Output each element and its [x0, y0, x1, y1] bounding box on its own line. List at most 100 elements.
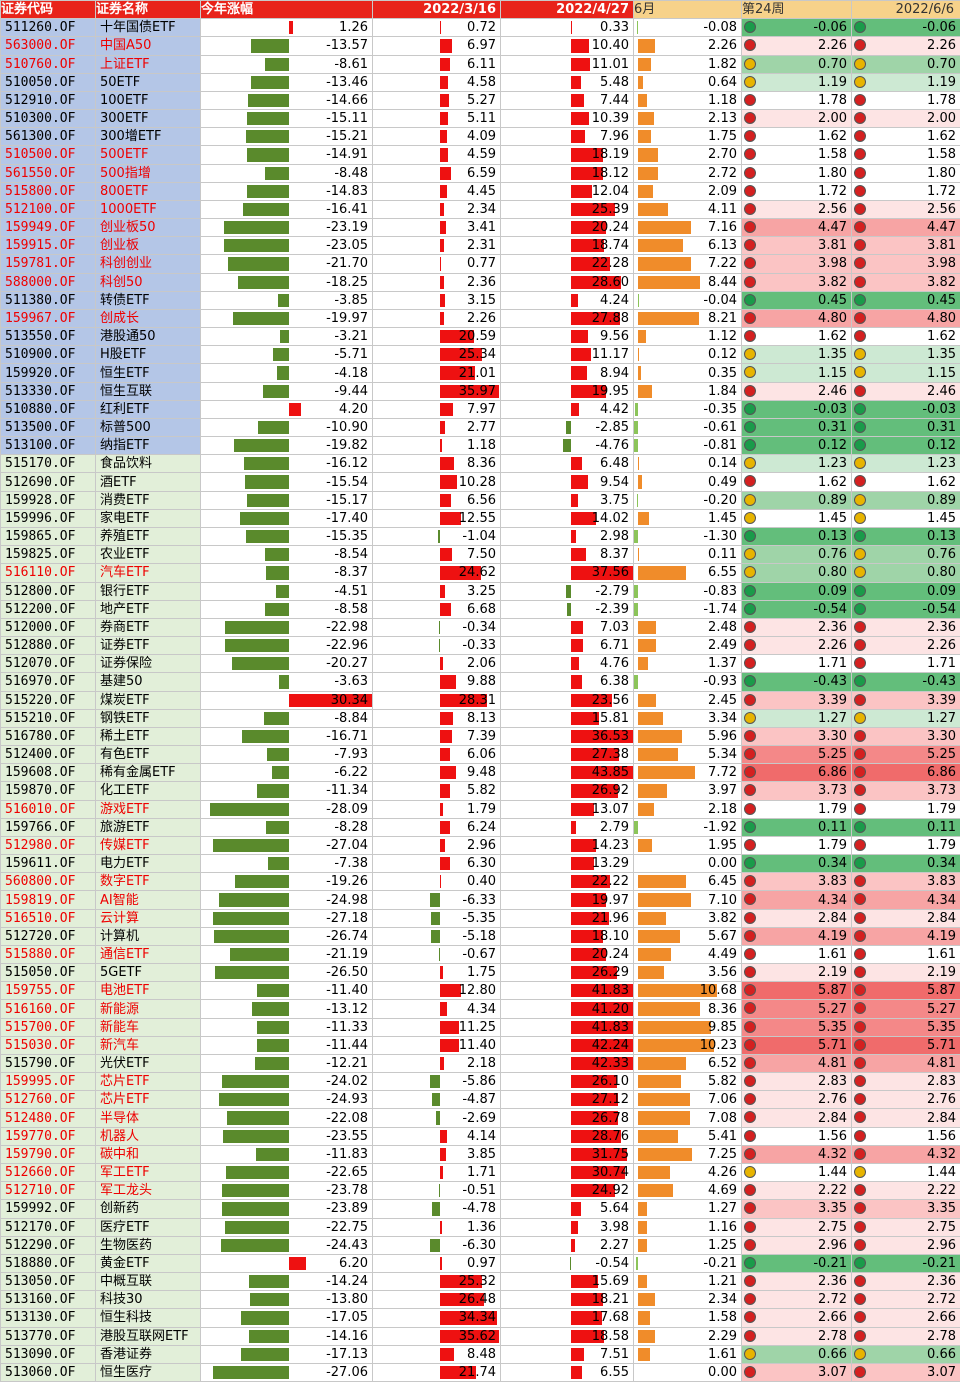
change-0606-cell[interactable]: 1.79 — [851, 835, 960, 856]
change-june-cell[interactable]: 2.13 — [633, 109, 742, 129]
change-0427-cell[interactable]: 3.98 — [500, 1217, 634, 1237]
change-0427-cell[interactable]: 8.94 — [500, 363, 634, 383]
change-0606-cell[interactable]: 2.19 — [851, 963, 960, 983]
change-0606-cell[interactable]: -0.43 — [851, 672, 960, 692]
ytd-change-cell[interactable]: -19.97 — [200, 308, 373, 329]
ytd-change-cell[interactable]: -9.44 — [200, 381, 373, 401]
security-code-cell[interactable]: 159608.OF — [0, 763, 96, 783]
change-0606-cell[interactable]: 3.98 — [851, 254, 960, 274]
security-code-cell[interactable]: 159865.OF — [0, 526, 96, 547]
ytd-change-cell[interactable]: -22.96 — [200, 636, 373, 656]
change-0427-cell[interactable]: 25.39 — [500, 199, 634, 220]
table-row[interactable]: 159781.OF 科创创业 -21.70 0.77 22.28 7.22 3.98 3.98 — [0, 254, 960, 274]
ytd-change-cell[interactable]: -8.61 — [200, 54, 373, 74]
security-code-cell[interactable]: 512880.OF — [0, 636, 96, 656]
week24-cell[interactable]: 5.27 — [741, 999, 852, 1019]
change-june-cell[interactable]: 2.26 — [633, 36, 742, 56]
security-code-cell[interactable]: 512910.OF — [0, 90, 96, 111]
security-name-cell[interactable]: 50ETF — [95, 72, 201, 92]
change-june-cell[interactable]: -0.61 — [633, 417, 742, 438]
table-row[interactable]: 512800.OF 银行ETF -4.51 3.25 -2.79 -0.83 0.09 0.0… — [0, 581, 960, 601]
change-june-cell[interactable]: -0.93 — [633, 672, 742, 692]
security-name-cell[interactable]: 创新药 — [95, 1199, 201, 1219]
change-0316-cell[interactable]: 6.56 — [372, 490, 501, 510]
change-0316-cell[interactable]: 4.34 — [372, 999, 501, 1019]
change-0427-cell[interactable]: 7.03 — [500, 617, 634, 638]
change-0606-cell[interactable]: 1.44 — [851, 1162, 960, 1183]
change-0606-cell[interactable]: 1.15 — [851, 363, 960, 383]
security-name-cell[interactable]: 科技30 — [95, 1290, 201, 1310]
ytd-change-cell[interactable]: -22.75 — [200, 1217, 373, 1237]
security-code-cell[interactable]: 513550.OF — [0, 327, 96, 347]
security-code-cell[interactable]: 512400.OF — [0, 745, 96, 765]
ytd-change-cell[interactable]: -8.48 — [200, 163, 373, 183]
change-0427-cell[interactable]: 4.76 — [500, 654, 634, 674]
header-date2[interactable]: 2022/4/27 — [500, 0, 634, 20]
change-0427-cell[interactable]: 12.04 — [500, 181, 634, 201]
change-june-cell[interactable]: 0.11 — [633, 545, 742, 565]
ytd-change-cell[interactable]: -14.24 — [200, 1272, 373, 1292]
change-0606-cell[interactable]: 2.72 — [851, 1290, 960, 1310]
ytd-change-cell[interactable]: -16.71 — [200, 726, 373, 747]
security-code-cell[interactable]: 516510.OF — [0, 908, 96, 928]
change-0316-cell[interactable]: 2.06 — [372, 654, 501, 674]
table-row[interactable]: 513060.OF 恒生医疗 -27.06 21.74 6.55 0.00 3.07 3.07 — [0, 1362, 960, 1383]
week24-cell[interactable]: 1.80 — [741, 163, 852, 183]
change-0316-cell[interactable]: 12.80 — [372, 981, 501, 1001]
change-june-cell[interactable]: 2.45 — [633, 690, 742, 710]
change-0427-cell[interactable]: 37.56 — [500, 563, 634, 583]
ytd-change-cell[interactable]: 30.34 — [200, 690, 373, 710]
table-row[interactable]: 512400.OF 有色ETF -7.93 6.06 27.38 5.34 5.25 5.25 — [0, 745, 960, 765]
table-row[interactable]: 159995.OF 芯片ETF -24.02 -5.86 26.10 5.82 2.83 2.… — [0, 1072, 960, 1092]
change-june-cell[interactable]: 0.00 — [633, 854, 742, 874]
security-name-cell[interactable]: 恒生互联 — [95, 381, 201, 401]
change-0427-cell[interactable]: 5.64 — [500, 1199, 634, 1219]
week24-cell[interactable]: 1.79 — [741, 835, 852, 856]
ytd-change-cell[interactable]: -13.57 — [200, 36, 373, 56]
change-0606-cell[interactable]: 2.84 — [851, 908, 960, 928]
week24-cell[interactable]: 2.66 — [741, 1308, 852, 1328]
change-0606-cell[interactable]: 5.27 — [851, 999, 960, 1019]
change-june-cell[interactable]: 1.16 — [633, 1217, 742, 1237]
change-0427-cell[interactable]: 18.12 — [500, 163, 634, 183]
change-0316-cell[interactable]: 8.36 — [372, 454, 501, 474]
change-0427-cell[interactable]: 20.24 — [500, 218, 634, 238]
change-0427-cell[interactable]: 24.92 — [500, 1181, 634, 1201]
table-row[interactable]: 159611.OF 电力ETF -7.38 6.30 13.29 0.00 0.34 0.34 — [0, 854, 960, 874]
security-code-cell[interactable]: 561300.OF — [0, 127, 96, 147]
week24-cell[interactable]: 2.36 — [741, 617, 852, 638]
change-june-cell[interactable]: 7.08 — [633, 1108, 742, 1128]
change-0427-cell[interactable]: 26.10 — [500, 1072, 634, 1092]
change-0427-cell[interactable]: 15.81 — [500, 708, 634, 728]
change-0427-cell[interactable]: 9.54 — [500, 472, 634, 492]
security-code-cell[interactable]: 159781.OF — [0, 254, 96, 274]
security-name-cell[interactable]: 新能车 — [95, 1017, 201, 1037]
ytd-change-cell[interactable]: -15.17 — [200, 490, 373, 510]
week24-cell[interactable]: 1.27 — [741, 708, 852, 728]
week24-cell[interactable]: 1.78 — [741, 90, 852, 111]
security-name-cell[interactable]: 港股通50 — [95, 327, 201, 347]
security-code-cell[interactable]: 510500.OF — [0, 145, 96, 165]
change-0606-cell[interactable]: 1.35 — [851, 345, 960, 365]
ytd-change-cell[interactable]: -24.98 — [200, 890, 373, 910]
change-0427-cell[interactable]: 7.44 — [500, 90, 634, 111]
header-june[interactable]: 6月 — [633, 0, 742, 20]
change-0606-cell[interactable]: 3.39 — [851, 690, 960, 710]
change-0316-cell[interactable]: 0.97 — [372, 1253, 501, 1274]
security-name-cell[interactable]: 新汽车 — [95, 1035, 201, 1055]
security-name-cell[interactable]: 地产ETF — [95, 599, 201, 619]
change-june-cell[interactable]: 6.13 — [633, 236, 742, 256]
change-0606-cell[interactable]: 1.56 — [851, 1126, 960, 1146]
change-0316-cell[interactable]: -0.67 — [372, 944, 501, 965]
change-0427-cell[interactable]: -2.39 — [500, 599, 634, 619]
security-code-cell[interactable]: 159819.OF — [0, 890, 96, 910]
security-name-cell[interactable]: 红利ETF — [95, 399, 201, 419]
ytd-change-cell[interactable]: -27.04 — [200, 835, 373, 856]
security-name-cell[interactable]: 证券ETF — [95, 636, 201, 656]
change-0427-cell[interactable]: 23.56 — [500, 690, 634, 710]
ytd-change-cell[interactable]: -14.83 — [200, 181, 373, 201]
change-0606-cell[interactable]: -0.03 — [851, 399, 960, 419]
change-0606-cell[interactable]: 6.86 — [851, 763, 960, 783]
change-0316-cell[interactable]: 4.09 — [372, 127, 501, 147]
change-0316-cell[interactable]: 7.97 — [372, 399, 501, 419]
